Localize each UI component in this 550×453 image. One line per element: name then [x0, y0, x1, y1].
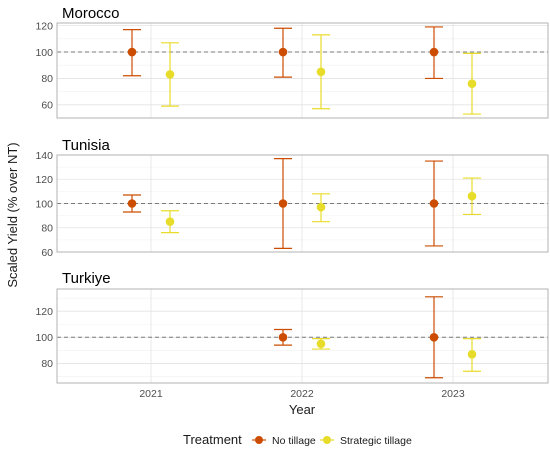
data-point [278, 333, 288, 342]
data-point [165, 70, 175, 79]
series-strategic-tillage [312, 338, 481, 372]
data-point [467, 191, 477, 201]
data-point [278, 199, 288, 208]
facet-title: Morocco [62, 5, 120, 22]
legend-item-strategic-tillage: Strategic tillage [320, 435, 412, 447]
series-no-tillage [123, 26, 443, 80]
data-point [316, 67, 326, 77]
data-point [165, 217, 175, 226]
series-strategic-tillage [161, 177, 481, 234]
y-tick-label: 80 [41, 223, 53, 235]
x-axis-label: Year [289, 402, 316, 417]
data-point [429, 199, 439, 208]
legend: Treatment No tillage Strategic tillage [183, 432, 412, 447]
x-tick-label: 2023 [441, 388, 465, 400]
y-tick-label: 140 [35, 150, 53, 162]
series-no-tillage [274, 296, 443, 379]
legend-key [255, 436, 263, 444]
facet-title: Tunisia [62, 137, 110, 154]
panel-border [56, 288, 549, 384]
series-no-tillage [123, 158, 443, 249]
legend-item-no-tillage: No tillage [252, 435, 316, 447]
y-tick-label: 100 [35, 198, 53, 210]
y-tick-label: 120 [35, 20, 53, 32]
y-tick-label: 60 [41, 247, 53, 259]
data-point [467, 349, 477, 359]
y-tick-label: 100 [35, 332, 53, 344]
data-point [429, 333, 439, 342]
y-tick-label: 100 [35, 47, 53, 59]
y-tick-label: 60 [41, 100, 53, 112]
facet-tunisia: Tunisia 60 80 100 120 140 [35, 137, 549, 259]
panel-border [56, 154, 549, 253]
panel-background [57, 289, 548, 383]
x-tick-label: 2021 [139, 388, 163, 400]
data-point [127, 199, 137, 208]
y-tick-label: 80 [41, 358, 53, 370]
data-point [316, 339, 326, 349]
x-tick-label: 2022 [290, 388, 314, 400]
legend-key [323, 436, 331, 444]
legend-label: No tillage [272, 435, 316, 447]
y-tick-label: 120 [35, 306, 53, 318]
data-point [278, 47, 288, 57]
series-strategic-tillage [161, 34, 481, 115]
facet-title: Turkiye [62, 270, 111, 287]
data-point [316, 202, 326, 212]
facet-panels: Morocco 60 80 100 120 Tunisia 60 80 100 120 140 Tur… [35, 5, 549, 384]
facet-morocco: Morocco 60 80 100 120 [35, 5, 549, 119]
panel-background [57, 23, 548, 118]
data-point [429, 47, 439, 57]
y-tick-label: 120 [35, 174, 53, 186]
data-point [127, 47, 137, 57]
panel-border [56, 22, 549, 119]
data-point [467, 79, 477, 88]
y-tick-label: 80 [41, 73, 53, 85]
legend-label: Strategic tillage [340, 435, 412, 447]
y-axis-label: Scaled Yield (% over NT) [5, 142, 20, 287]
legend-title: Treatment [183, 432, 242, 447]
facet-turkiye: Turkiye 80 100 120 [35, 270, 549, 384]
x-axis: 2021 2022 2023 [139, 388, 465, 400]
